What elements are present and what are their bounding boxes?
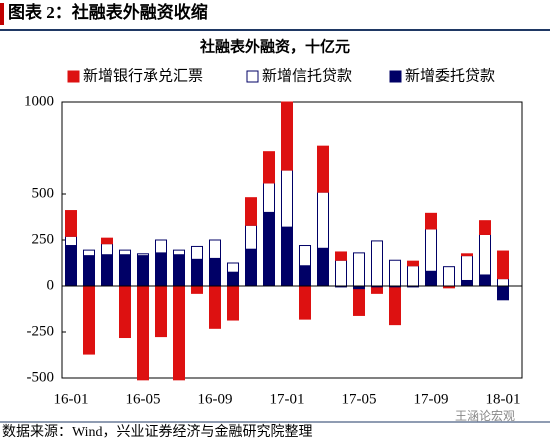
bar-segment	[299, 265, 311, 287]
bar-segment	[137, 255, 149, 287]
bar-segment	[137, 253, 149, 257]
header-title: 图表 2：社融表外融资收缩	[8, 2, 208, 22]
bar-segment	[191, 258, 203, 287]
bar-segment	[335, 259, 347, 287]
bar-segment	[425, 270, 437, 287]
bar-segment	[353, 252, 365, 287]
bar-segment	[371, 240, 383, 287]
bar-segment	[389, 259, 401, 287]
x-tick-label: 16-01	[54, 391, 89, 407]
chart-title: 社融表外融资，十亿元	[199, 37, 350, 55]
bar-segment	[263, 211, 275, 287]
x-tick-label: 17-01	[270, 391, 305, 407]
bar-segment	[299, 285, 311, 320]
bar-segment	[101, 237, 113, 245]
bar-segment	[245, 224, 257, 250]
bar-segment	[155, 285, 167, 338]
bar-segment	[191, 245, 203, 260]
bar-segment	[479, 233, 491, 276]
bar-segment	[461, 255, 473, 281]
y-tick-label: 500	[32, 185, 55, 201]
bar-segment	[335, 251, 347, 261]
bar-segment	[443, 266, 455, 287]
bar-segment	[353, 289, 365, 316]
bar-segment	[65, 210, 77, 237]
bar-segment	[209, 285, 221, 329]
bar-segment	[119, 285, 131, 339]
bar-segment	[479, 274, 491, 287]
x-tick-label: 17-05	[342, 391, 377, 407]
bar-segment	[83, 249, 95, 257]
bar-segment	[425, 212, 437, 230]
bar-segment	[119, 249, 131, 256]
bar-segment	[389, 287, 401, 326]
bar-segment	[227, 285, 239, 321]
bar-segment	[497, 285, 509, 301]
y-tick-label: -500	[27, 369, 55, 385]
legend-swatch	[389, 70, 402, 83]
y-tick-label: 1000	[24, 93, 54, 109]
x-tick-label: 16-09	[198, 391, 233, 407]
legend-label: 新增委托贷款	[405, 67, 495, 84]
bar-segment	[101, 254, 113, 287]
bar-segment	[461, 253, 473, 257]
bar-segment	[137, 285, 149, 381]
legend-swatch	[67, 70, 80, 83]
watermark: 王涵论宏观	[455, 408, 515, 423]
bar-segment	[479, 220, 491, 235]
bar-segment	[371, 287, 383, 294]
y-tick-label: -250	[27, 323, 55, 339]
bar-segment	[425, 228, 437, 272]
legend-label: 新增银行承兑汇票	[83, 67, 203, 84]
bar-segment	[65, 235, 77, 247]
bar-segment	[497, 250, 509, 280]
footer-source: 数据来源：Wind，兴业证券经济与金融研究院整理	[2, 424, 313, 440]
bar-segment	[263, 151, 275, 184]
y-tick-label: 0	[47, 277, 55, 293]
bar-segment	[407, 265, 419, 287]
bar-segment	[173, 285, 185, 381]
bar-segment	[281, 226, 293, 287]
bar-segment	[317, 191, 329, 249]
bar-segment	[101, 243, 113, 256]
x-tick-label: 16-05	[126, 391, 161, 407]
bar-segment	[461, 279, 473, 287]
bar-segment	[191, 285, 203, 294]
bar-segment	[83, 285, 95, 355]
bar-segment	[155, 239, 167, 254]
bar-segment	[281, 101, 293, 171]
x-tick-label: 17-09	[414, 391, 449, 407]
x-tick-label: 18-01	[486, 391, 521, 407]
bar-segment	[245, 248, 257, 287]
bar-segment	[245, 197, 257, 226]
bar-segment	[281, 169, 293, 228]
bar-segment	[209, 257, 221, 287]
bar-segment	[227, 271, 239, 287]
bar-segment	[263, 182, 275, 213]
bar-segment	[227, 262, 239, 273]
bar-segment	[65, 245, 77, 287]
bar-segment	[407, 260, 419, 267]
bar-segment	[317, 247, 329, 287]
bar-segment	[83, 255, 95, 287]
legend-swatch	[246, 70, 259, 83]
bar-segment	[353, 285, 365, 291]
bar-segment	[497, 278, 509, 287]
bar-segment	[173, 254, 185, 287]
bar-segment	[209, 239, 221, 259]
bar-segment	[173, 249, 185, 256]
bar-segment	[119, 254, 131, 287]
legend-label: 新增信托贷款	[262, 67, 352, 84]
bar-segment	[317, 145, 329, 193]
header-mark	[0, 3, 4, 25]
bar-segment	[155, 252, 167, 287]
y-tick-label: 250	[32, 231, 55, 247]
bar-segment	[299, 245, 311, 267]
